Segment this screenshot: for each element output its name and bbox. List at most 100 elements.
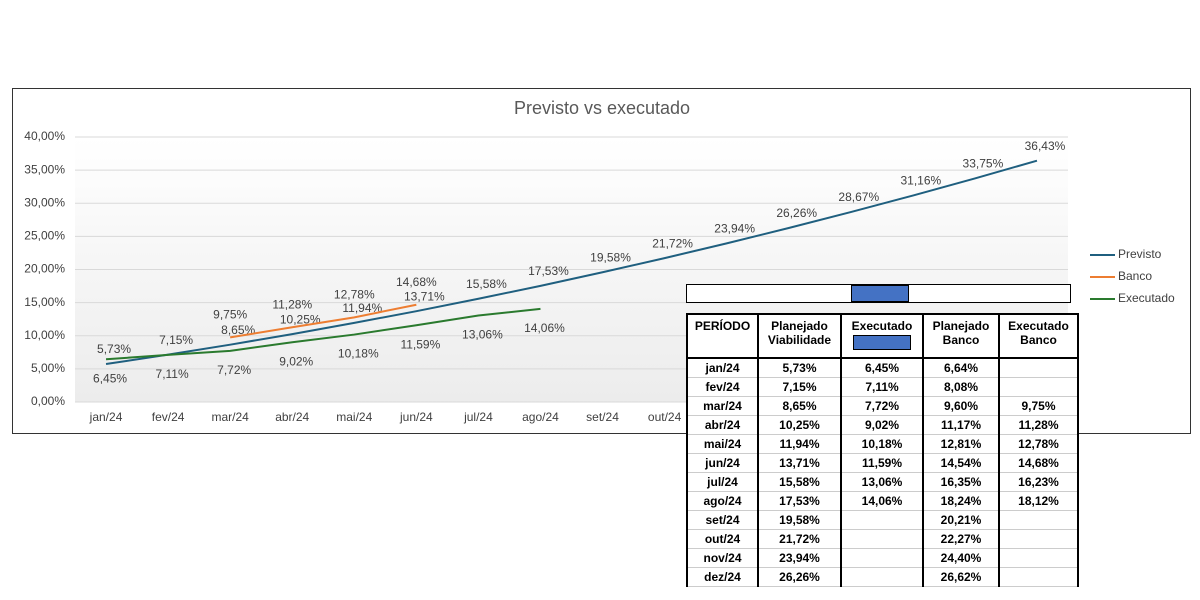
table-cell: jul/24	[686, 472, 759, 492]
table-cell: 9,02%	[840, 415, 924, 435]
data-label: 19,58%	[590, 250, 631, 264]
table-cell: 11,94%	[757, 434, 842, 454]
table-cell: 6,64%	[922, 358, 1000, 378]
table-cell	[998, 548, 1079, 568]
table-cell: dez/24	[686, 567, 759, 587]
table-cell: 17,53%	[757, 491, 842, 511]
y-tick-label: 10,00%	[24, 328, 65, 342]
table-cell	[998, 567, 1079, 587]
table-cell: 9,75%	[998, 396, 1079, 416]
data-label: 14,68%	[396, 275, 437, 289]
x-tick-label: out/24	[648, 410, 682, 424]
header-row: PERÍODO Planejado Viabilidade Executado Pla…	[686, 313, 1079, 359]
table-cell	[840, 548, 924, 568]
x-tick-label: fev/24	[152, 410, 185, 424]
y-tick-label: 0,00%	[31, 394, 65, 408]
table-row: jun/24 13,71% 11,59% 14,54% 14,68%	[686, 453, 1079, 473]
series-line	[105, 159, 1038, 366]
x-tick-label: mar/24	[211, 410, 249, 424]
header-cell: Planejado Banco	[922, 313, 1000, 359]
y-tick-label: 35,00%	[24, 162, 65, 176]
data-label: 7,11%	[156, 367, 189, 381]
table-cell: 5,73%	[757, 358, 842, 378]
x-tick-label: set/24	[586, 410, 619, 424]
data-label: 21,72%	[652, 236, 693, 250]
data-table: PERÍODO Planejado Viabilidade Executado Pla…	[686, 313, 1079, 587]
table-cell: 18,24%	[922, 491, 1000, 511]
table-cell: 18,12%	[998, 491, 1079, 511]
table-cell: 26,26%	[757, 567, 842, 587]
table-cell: fev/24	[686, 377, 759, 397]
table-cell: 11,17%	[922, 415, 1000, 435]
data-label: 28,67%	[838, 190, 879, 204]
table-cell: 7,11%	[840, 377, 924, 397]
table-cell: jun/24	[686, 453, 759, 473]
table-row: mai/24 11,94% 10,18% 12,81% 12,78%	[686, 434, 1079, 454]
table-cell	[998, 358, 1079, 378]
header-cell: Executado	[840, 313, 924, 359]
legend-label: Executado	[1118, 291, 1175, 305]
table-row: out/24 21,72% 22,27%	[686, 529, 1079, 549]
data-label: 10,25%	[280, 312, 321, 326]
table-cell: mar/24	[686, 396, 759, 416]
color-swatch	[851, 285, 909, 302]
data-label: 15,58%	[466, 277, 507, 291]
y-tick-label: 5,00%	[31, 361, 65, 375]
table-cell: 7,15%	[757, 377, 842, 397]
data-label: 36,43%	[1025, 139, 1066, 153]
data-label: 31,16%	[900, 174, 941, 188]
y-tick-label: 25,00%	[24, 229, 65, 243]
table-cell: 15,58%	[757, 472, 842, 492]
table-cell: set/24	[686, 510, 759, 530]
table-cell: 24,40%	[922, 548, 1000, 568]
legend-label: Previsto	[1118, 247, 1162, 261]
header-cell: PERÍODO	[686, 313, 759, 359]
table-cell: 26,62%	[922, 567, 1000, 587]
data-label: 6,45%	[93, 371, 127, 385]
table-cell: 11,59%	[840, 453, 924, 473]
data-label: 26,26%	[776, 206, 817, 220]
table-cell: 12,81%	[922, 434, 1000, 454]
table-cell	[840, 567, 924, 587]
table-cell: 13,71%	[757, 453, 842, 473]
table-cell: 19,58%	[757, 510, 842, 530]
table-row: set/24 19,58% 20,21%	[686, 510, 1079, 530]
x-tick-label: abr/24	[275, 410, 309, 424]
header-cell: Planejado Viabilidade	[757, 313, 842, 359]
y-tick-label: 30,00%	[24, 195, 65, 209]
table-row: fev/24 7,15% 7,11% 8,08%	[686, 377, 1079, 397]
table-cell	[998, 529, 1079, 549]
table-cell: 8,65%	[757, 396, 842, 416]
data-label: 11,59%	[400, 337, 440, 351]
data-label: 11,28%	[272, 297, 312, 311]
data-label: 11,94%	[342, 301, 382, 315]
x-tick-label: mai/24	[336, 410, 372, 424]
table-cell: 21,72%	[757, 529, 842, 549]
data-label: 23,94%	[714, 222, 755, 236]
data-label: 13,06%	[462, 328, 503, 342]
table-cell: 6,45%	[840, 358, 924, 378]
table-cell: 13,06%	[840, 472, 924, 492]
data-label: 10,18%	[338, 347, 379, 361]
series-line	[229, 303, 417, 339]
table-cell: abr/24	[686, 415, 759, 435]
table-cell: 14,54%	[922, 453, 1000, 473]
table-cell: 16,35%	[922, 472, 1000, 492]
table-cell: jan/24	[686, 358, 759, 378]
header-cell: Executado Banco	[998, 313, 1079, 359]
table-row: nov/24 23,94% 24,40%	[686, 548, 1079, 568]
series-line	[105, 307, 541, 361]
table-row: dez/24 26,26% 26,62%	[686, 567, 1079, 587]
table-row: ago/24 17,53% 14,06% 18,24% 18,12%	[686, 491, 1079, 511]
table-cell	[998, 510, 1079, 530]
data-label: 12,78%	[334, 288, 375, 302]
table-cell	[840, 529, 924, 549]
data-label: 9,02%	[279, 354, 313, 368]
table-cell	[998, 377, 1079, 397]
table-cell: out/24	[686, 529, 759, 549]
table-cell: 23,94%	[757, 548, 842, 568]
x-tick-label: jun/24	[399, 410, 433, 424]
table-row: jan/24 5,73% 6,45% 6,64%	[686, 358, 1079, 378]
y-tick-label: 15,00%	[24, 295, 65, 309]
